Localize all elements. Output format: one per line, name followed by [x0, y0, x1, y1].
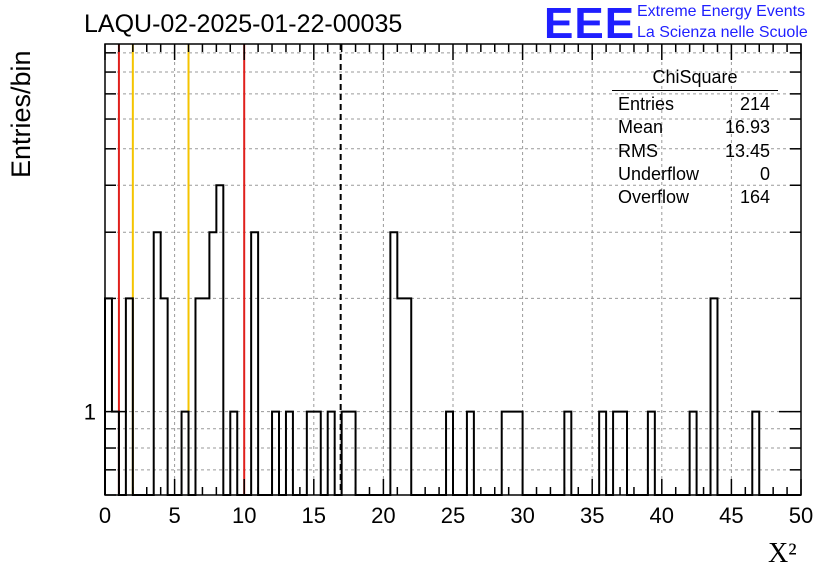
y-axis-title: Entries/bin — [6, 50, 37, 178]
stats-value: 13.45 — [725, 140, 770, 163]
stats-box: ChiSquare Entries 214 Mean 16.93 RMS 13.… — [612, 66, 778, 209]
stats-row-rms: RMS 13.45 — [612, 140, 778, 163]
stats-row-mean: Mean 16.93 — [612, 116, 778, 139]
stats-row-overflow: Overflow 164 — [612, 186, 778, 209]
y-tick-label: 1 — [84, 400, 96, 425]
x-tick-label: 30 — [510, 503, 534, 528]
stats-value: 164 — [740, 186, 770, 209]
stats-label: Mean — [618, 116, 663, 139]
stats-value: 16.93 — [725, 116, 770, 139]
y-tick-labels: 1 — [84, 400, 96, 425]
x-axis-title: X² — [768, 538, 797, 570]
stats-row-entries: Entries 214 — [612, 93, 778, 116]
stats-label: RMS — [618, 140, 658, 163]
x-tick-label: 0 — [99, 503, 111, 528]
x-tick-label: 50 — [789, 503, 813, 528]
stats-label: Entries — [618, 93, 674, 116]
x-tick-label: 45 — [719, 503, 743, 528]
x-tick-label: 5 — [168, 503, 180, 528]
stats-label: Underflow — [618, 163, 699, 186]
logo-line-2: La Scienza nelle Scuole — [637, 24, 808, 42]
stats-label: Overflow — [618, 186, 689, 209]
x-tick-label: 35 — [580, 503, 604, 528]
stats-row-underflow: Underflow 0 — [612, 163, 778, 186]
logo-line-1: Extreme Energy Events — [637, 3, 805, 21]
x-tick-label: 15 — [302, 503, 326, 528]
eee-logo: EEE — [544, 2, 635, 46]
x-tick-label: 20 — [371, 503, 395, 528]
x-tick-label: 10 — [232, 503, 256, 528]
x-tick-label: 25 — [441, 503, 465, 528]
x-tick-labels: 0 5 10 15 20 25 30 35 40 45 50 — [99, 503, 813, 528]
x-tick-label: 40 — [650, 503, 674, 528]
run-title: LAQU-02-2025-01-22-00035 — [84, 10, 402, 39]
stats-value: 0 — [760, 163, 770, 186]
stats-title: ChiSquare — [612, 66, 778, 91]
stats-value: 214 — [740, 93, 770, 116]
